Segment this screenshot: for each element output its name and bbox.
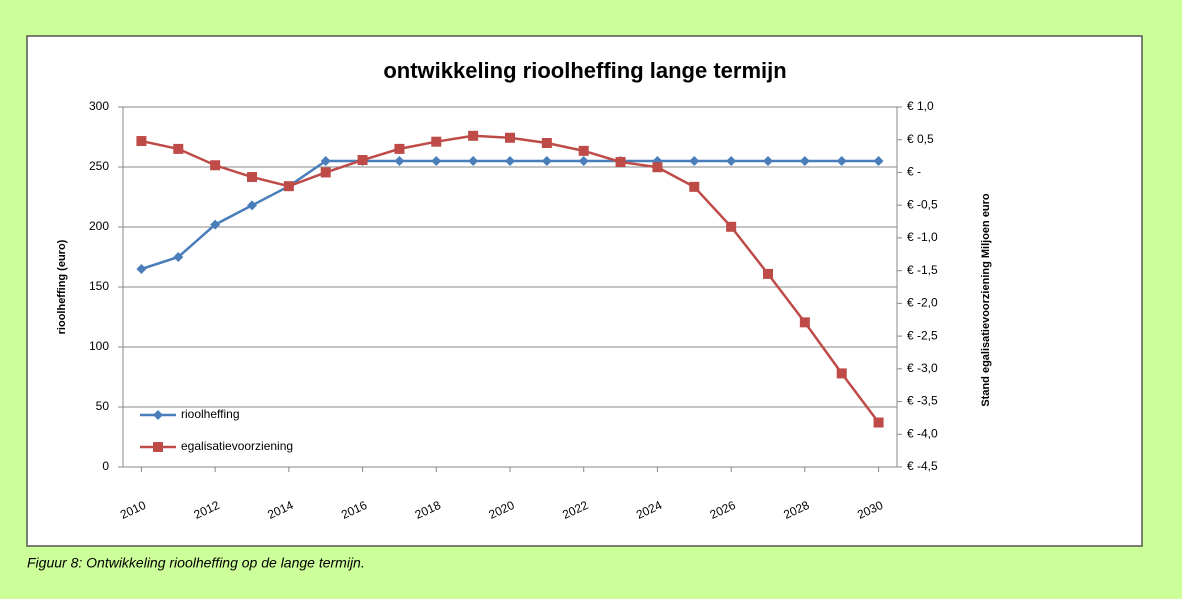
- caption: Figuur 8: Ontwikkeling rioolheffing op d…: [27, 555, 365, 571]
- data-point: [689, 156, 700, 166]
- y-tick-label: 50: [96, 399, 110, 413]
- y2-tick-label: € -1,0: [907, 230, 938, 244]
- y2-tick-label: € -4,5: [907, 459, 938, 473]
- y-tick-label: 300: [89, 99, 109, 113]
- y2-tick-label: € -2,0: [907, 296, 938, 310]
- data-point: [505, 132, 515, 143]
- y-tick-label: 100: [89, 339, 109, 353]
- data-point: [763, 268, 773, 279]
- y2-tick-label: € -4,0: [907, 426, 938, 440]
- y-axis-title: rioolheffing (euro): [56, 239, 68, 334]
- data-point: [873, 417, 884, 428]
- data-point: [505, 156, 515, 166]
- data-point: [836, 368, 847, 379]
- data-point: [320, 167, 331, 178]
- data-point: [136, 264, 147, 274]
- data-point: [799, 317, 810, 328]
- legend-label: egalisatievoorziening: [181, 439, 293, 453]
- data-point: [541, 138, 552, 148]
- data-point: [247, 200, 257, 211]
- data-point: [394, 156, 405, 166]
- y-tick-label: 0: [102, 459, 109, 473]
- y-tick-label: 250: [89, 159, 109, 173]
- y2-tick-label: € -2,5: [907, 328, 938, 342]
- data-point: [541, 156, 552, 166]
- y2-tick-label: € -: [907, 165, 921, 179]
- data-point: [468, 156, 479, 166]
- data-point: [431, 136, 442, 147]
- data-point: [283, 181, 294, 192]
- chart-title: ontwikkeling rioolheffing lange termijn: [383, 58, 786, 83]
- data-point: [836, 156, 847, 166]
- data-point: [726, 221, 737, 232]
- data-point: [763, 156, 773, 166]
- data-point: [431, 156, 442, 166]
- data-point: [468, 130, 479, 141]
- data-point: [873, 156, 884, 166]
- data-point: [247, 172, 257, 183]
- data-point: [652, 162, 663, 173]
- data-point: [578, 156, 589, 166]
- data-point: [689, 181, 700, 192]
- y-tick-label: 200: [89, 219, 109, 233]
- data-point: [210, 160, 221, 171]
- legend-marker: [153, 442, 163, 452]
- data-point: [394, 143, 405, 154]
- legend-label: rioolheffing: [181, 407, 240, 421]
- data-point: [799, 156, 810, 166]
- data-point: [357, 155, 368, 166]
- y2-tick-label: € 1,0: [907, 99, 934, 113]
- y2-tick-label: € -1,5: [907, 263, 938, 277]
- y2-tick-label: € -0,5: [907, 197, 938, 211]
- y2-tick-label: € -3,0: [907, 361, 938, 375]
- data-point: [320, 156, 331, 166]
- data-point: [173, 252, 184, 262]
- data-point: [210, 219, 221, 230]
- data-point: [615, 156, 626, 167]
- y-tick-label: 150: [89, 279, 109, 293]
- data-point: [136, 136, 147, 147]
- chart-frame: [26, 35, 1143, 547]
- data-point: [578, 145, 589, 156]
- y2-axis-title: Stand egalisatievoorziening Miljoen euro: [980, 193, 992, 407]
- y2-tick-label: € 0,5: [907, 132, 934, 146]
- legend-marker: [153, 410, 163, 420]
- data-point: [173, 143, 184, 154]
- data-point: [726, 156, 737, 166]
- y2-tick-label: € -3,5: [907, 394, 938, 408]
